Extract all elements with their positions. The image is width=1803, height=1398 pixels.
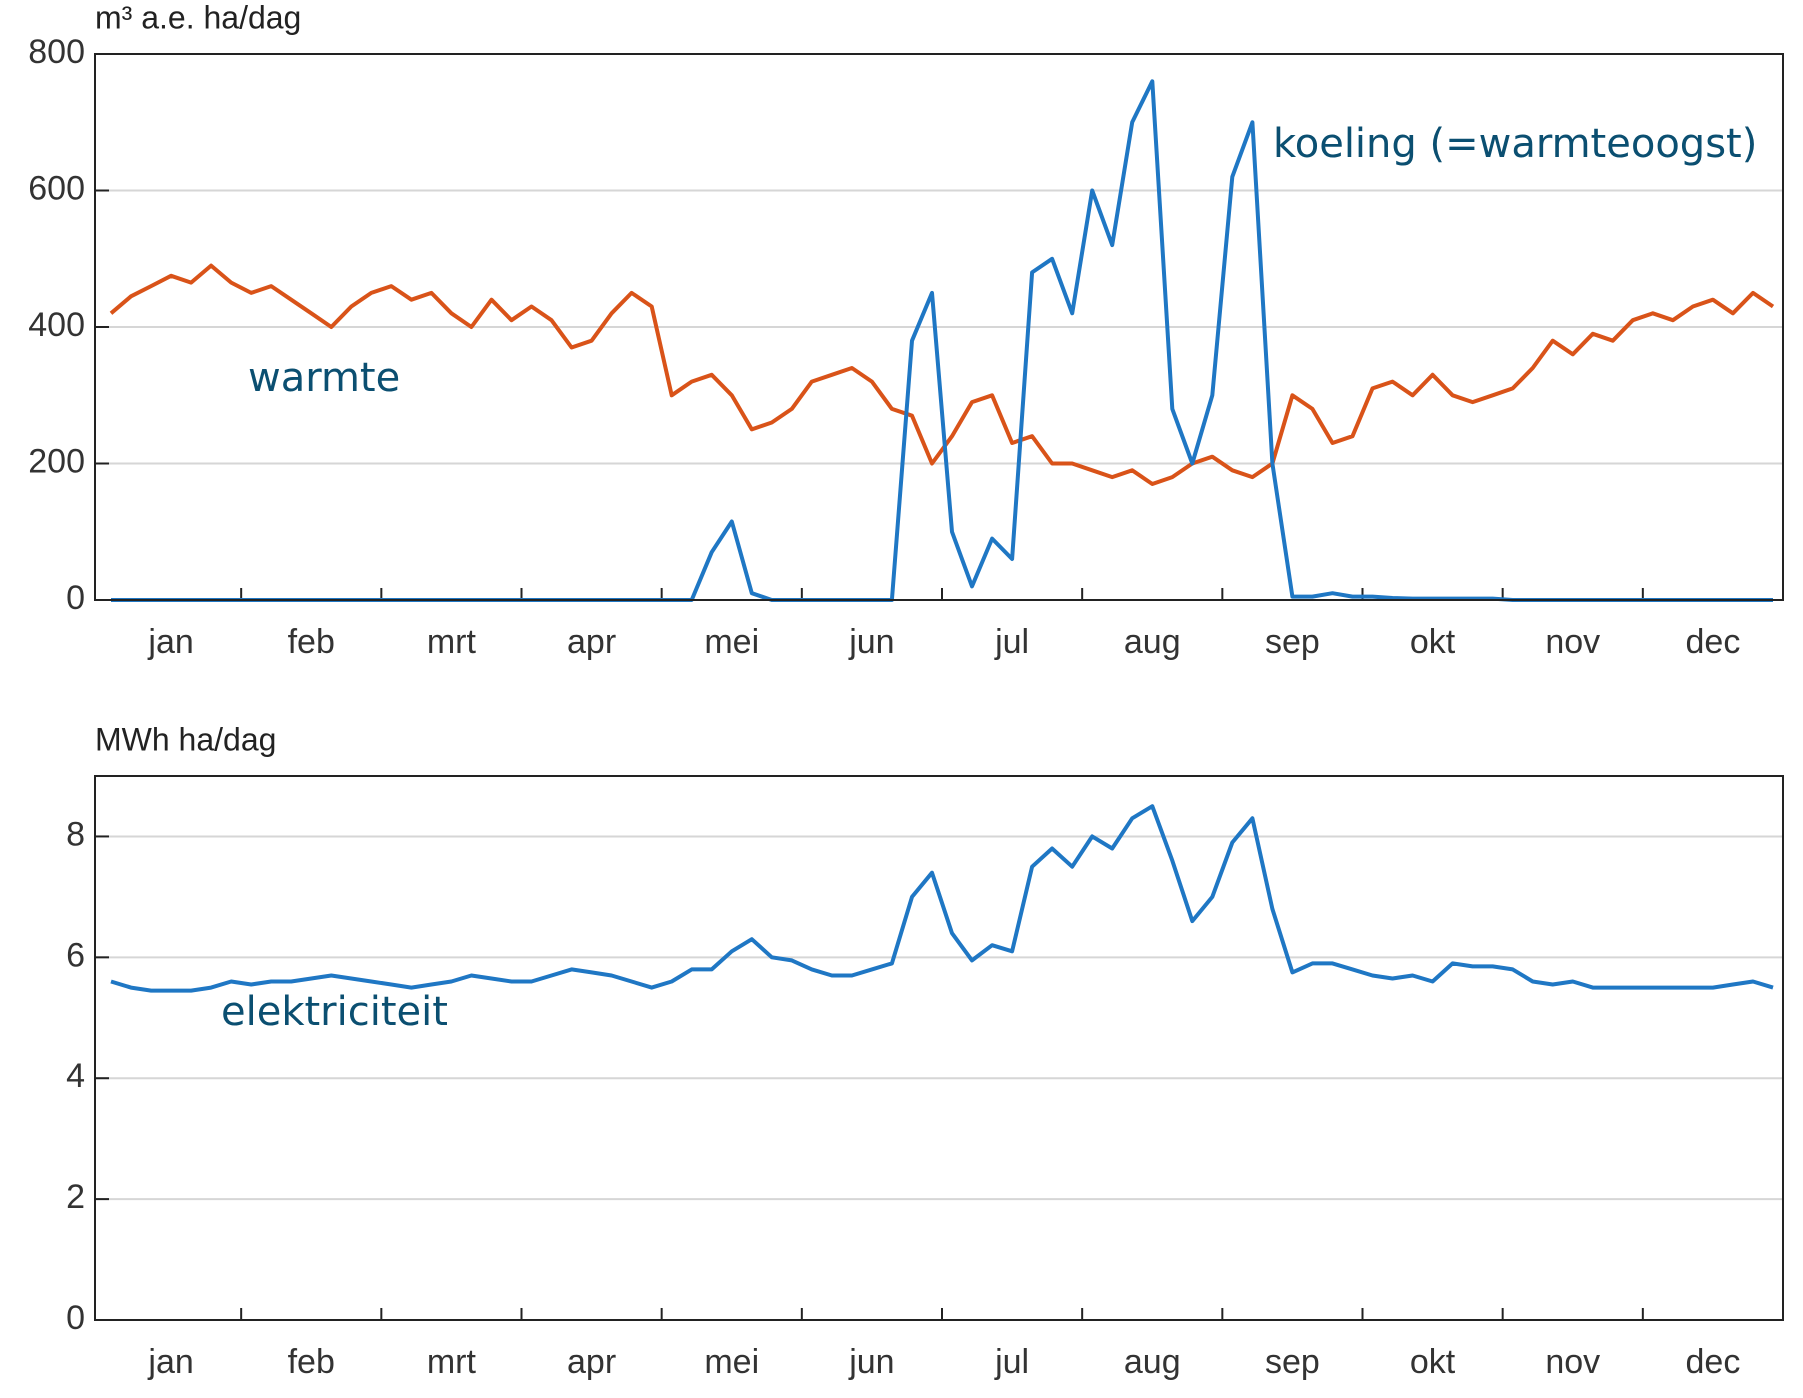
y-tick-label: 2 — [66, 1178, 85, 1216]
x-tick-label: jun — [848, 1343, 894, 1381]
x-tick-label: aug — [1124, 623, 1181, 661]
y-axis-title: m³ a.e. ha/dag — [95, 0, 301, 35]
data-line — [110, 804, 1774, 993]
y-tick-label: 800 — [28, 33, 85, 71]
x-tick-label: okt — [1410, 1343, 1456, 1381]
x-tick-label: sep — [1265, 623, 1320, 661]
y-tick-label: 400 — [28, 306, 85, 344]
y-tick-label: 0 — [66, 579, 85, 617]
y-tick-label: 200 — [28, 442, 85, 480]
x-tick-label: mrt — [427, 1343, 477, 1381]
x-tick-label: mei — [704, 623, 759, 661]
y-tick-label: 0 — [66, 1299, 85, 1337]
x-tick-label: okt — [1410, 623, 1456, 661]
series-label: elektriciteit — [221, 989, 448, 1035]
x-tick-label: feb — [288, 1343, 335, 1381]
x-tick-label: nov — [1545, 623, 1600, 661]
x-tick-label: dec — [1686, 623, 1741, 661]
x-tick-label: mrt — [427, 623, 477, 661]
plot-frame — [94, 53, 1784, 601]
x-tick-label: jun — [848, 623, 894, 661]
x-tick-label: jan — [147, 1343, 193, 1381]
data-line — [109, 263, 1775, 486]
y-tick-label: 6 — [66, 936, 85, 974]
x-tick-label: jan — [147, 623, 193, 661]
y-tick-label: 600 — [28, 169, 85, 207]
y-tick-label: 4 — [66, 1057, 85, 1095]
x-tick-label: apr — [567, 623, 616, 661]
x-tick-label: aug — [1124, 1343, 1181, 1381]
x-tick-label: nov — [1545, 1343, 1600, 1381]
plot-frame — [94, 775, 1784, 1321]
x-tick-label: feb — [288, 623, 335, 661]
x-tick-label: apr — [567, 1343, 616, 1381]
x-tick-label: jul — [994, 623, 1029, 661]
x-tick-label: dec — [1686, 1343, 1741, 1381]
x-tick-label: mei — [704, 1343, 759, 1381]
y-tick-label: 8 — [66, 815, 85, 853]
y-axis-title: MWh ha/dag — [95, 721, 276, 757]
series-label: warmte — [248, 355, 400, 401]
x-tick-label: jul — [994, 1343, 1029, 1381]
series-label: koeling (=warmteoogst) — [1273, 121, 1757, 167]
x-tick-label: sep — [1265, 1343, 1320, 1381]
